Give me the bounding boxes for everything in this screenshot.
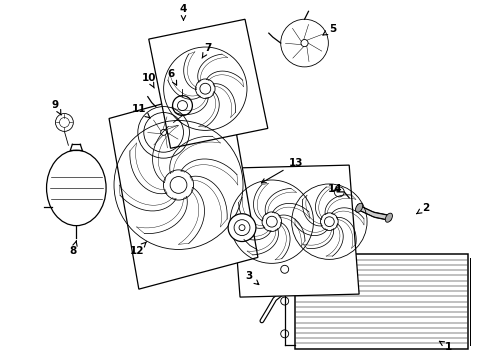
Text: 14: 14 xyxy=(328,184,343,194)
Text: 12: 12 xyxy=(129,242,147,256)
Text: 1: 1 xyxy=(440,341,452,352)
Ellipse shape xyxy=(385,213,392,222)
Text: 10: 10 xyxy=(142,73,156,88)
Text: 2: 2 xyxy=(416,203,429,214)
Text: 13: 13 xyxy=(261,158,303,183)
Text: 9: 9 xyxy=(52,100,61,115)
Polygon shape xyxy=(149,19,268,148)
Circle shape xyxy=(228,214,256,242)
Text: 3: 3 xyxy=(245,271,259,284)
Polygon shape xyxy=(109,86,258,289)
Text: 7: 7 xyxy=(202,43,212,58)
Polygon shape xyxy=(230,165,359,297)
Text: 6: 6 xyxy=(167,69,176,85)
Bar xyxy=(294,255,468,349)
Text: 4: 4 xyxy=(180,4,187,20)
Text: 11: 11 xyxy=(132,104,150,118)
Text: 8: 8 xyxy=(70,241,77,256)
Ellipse shape xyxy=(356,203,363,212)
Text: 5: 5 xyxy=(323,24,336,35)
